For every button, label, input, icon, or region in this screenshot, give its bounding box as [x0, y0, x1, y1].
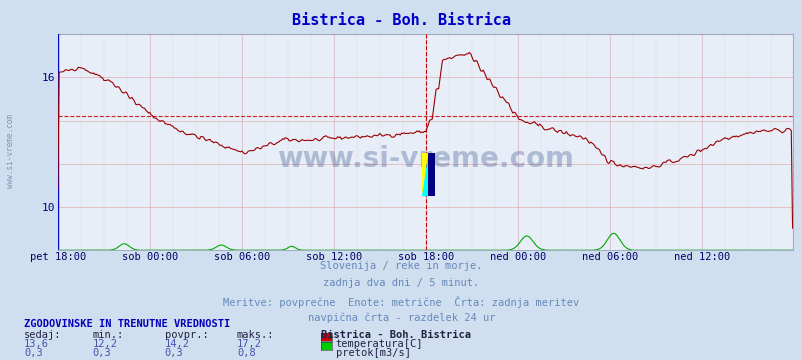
Text: Bistrica - Boh. Bistrica: Bistrica - Boh. Bistrica [292, 13, 510, 28]
Text: 0,8: 0,8 [237, 348, 255, 358]
Text: www.si-vreme.com: www.si-vreme.com [6, 114, 15, 188]
Text: ZGODOVINSKE IN TRENUTNE VREDNOSTI: ZGODOVINSKE IN TRENUTNE VREDNOSTI [24, 319, 230, 329]
Text: www.si-vreme.com: www.si-vreme.com [277, 145, 573, 174]
Text: sedaj:: sedaj: [24, 330, 62, 341]
Text: Meritve: povprečne  Enote: metrične  Črta: zadnja meritev: Meritve: povprečne Enote: metrične Črta:… [223, 296, 579, 307]
Polygon shape [422, 153, 427, 196]
Text: Slovenija / reke in morje.: Slovenija / reke in morje. [320, 261, 482, 271]
Text: zadnja dva dni / 5 minut.: zadnja dva dni / 5 minut. [323, 278, 479, 288]
Text: 0,3: 0,3 [24, 348, 43, 358]
Text: Bistrica - Boh. Bistrica: Bistrica - Boh. Bistrica [321, 330, 471, 341]
Polygon shape [422, 153, 427, 196]
Text: temperatura[C]: temperatura[C] [335, 339, 423, 349]
Text: 13,6: 13,6 [24, 339, 49, 349]
Text: navpična črta - razdelek 24 ur: navpična črta - razdelek 24 ur [307, 313, 495, 323]
Text: 12,2: 12,2 [92, 339, 117, 349]
Text: maks.:: maks.: [237, 330, 274, 341]
Text: min.:: min.: [92, 330, 124, 341]
Text: pretok[m3/s]: pretok[m3/s] [335, 348, 410, 358]
Polygon shape [427, 153, 434, 196]
Text: 14,2: 14,2 [164, 339, 189, 349]
Text: povpr.:: povpr.: [164, 330, 208, 341]
Text: 0,3: 0,3 [164, 348, 183, 358]
Text: 17,2: 17,2 [237, 339, 261, 349]
Text: 0,3: 0,3 [92, 348, 111, 358]
